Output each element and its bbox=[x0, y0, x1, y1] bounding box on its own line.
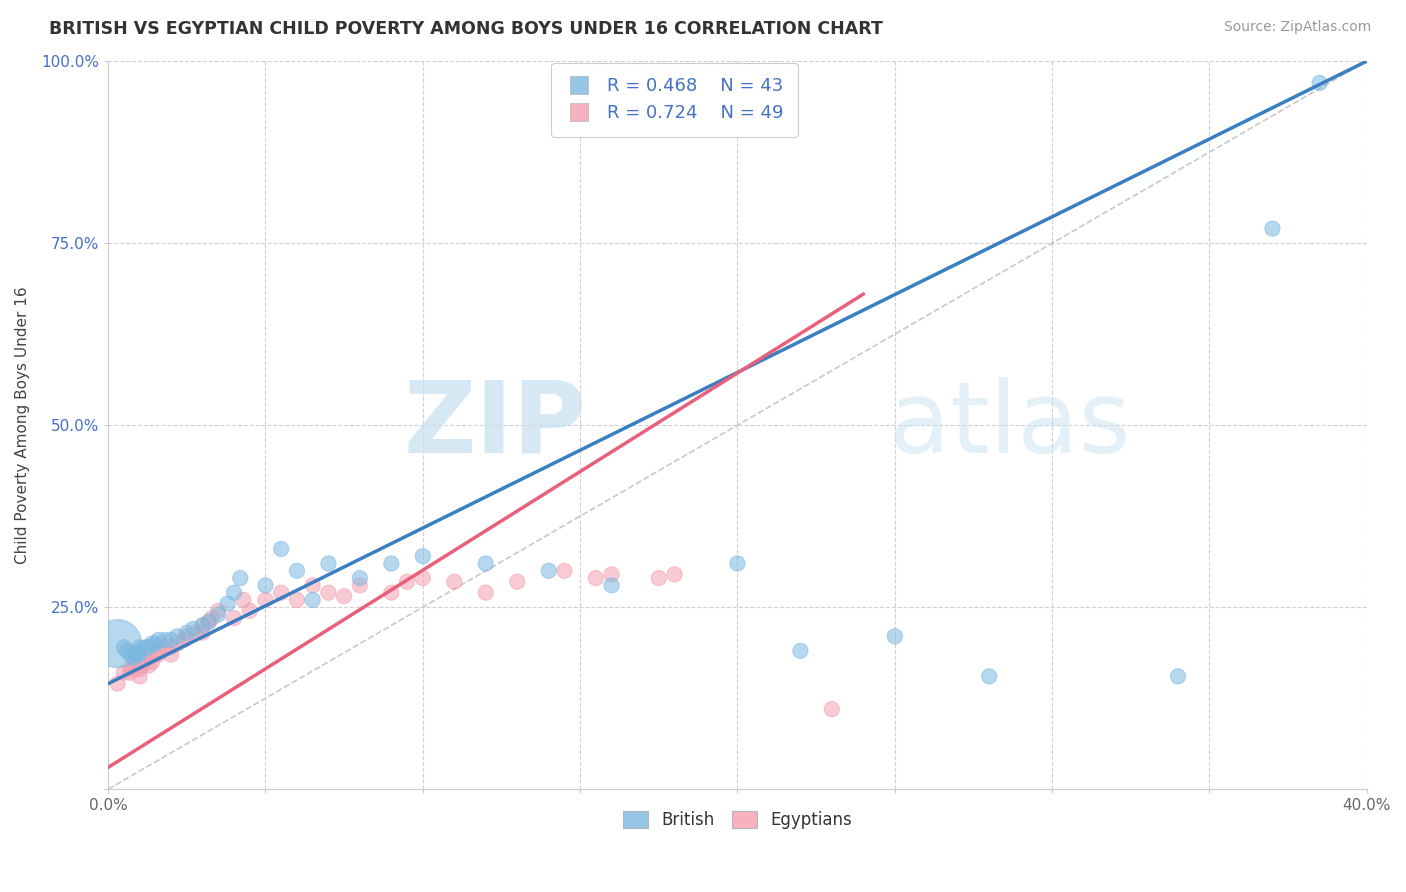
Point bbox=[138, 658, 160, 673]
Point bbox=[198, 615, 221, 629]
Legend: British, Egyptians: British, Egyptians bbox=[617, 804, 858, 836]
Point bbox=[821, 702, 844, 716]
Point bbox=[207, 607, 229, 622]
Point bbox=[285, 564, 308, 578]
Point bbox=[138, 640, 160, 655]
Point bbox=[135, 640, 157, 655]
Point bbox=[537, 564, 560, 578]
Point bbox=[207, 604, 229, 618]
Point bbox=[143, 648, 166, 662]
Text: Source: ZipAtlas.com: Source: ZipAtlas.com bbox=[1223, 20, 1371, 34]
Point bbox=[141, 637, 163, 651]
Point bbox=[135, 655, 157, 669]
Point bbox=[107, 637, 129, 651]
Point bbox=[217, 597, 239, 611]
Point bbox=[160, 632, 183, 647]
Point bbox=[128, 648, 150, 662]
Point bbox=[148, 632, 170, 647]
Point bbox=[128, 662, 150, 676]
Point bbox=[222, 611, 245, 625]
Point bbox=[160, 640, 183, 655]
Point bbox=[112, 640, 135, 655]
Point bbox=[727, 557, 749, 571]
Point bbox=[1309, 76, 1331, 90]
Y-axis label: Child Poverty Among Boys Under 16: Child Poverty Among Boys Under 16 bbox=[15, 286, 30, 564]
Point bbox=[191, 618, 214, 632]
Point bbox=[318, 585, 340, 599]
Point bbox=[380, 585, 402, 599]
Point bbox=[285, 593, 308, 607]
Point bbox=[229, 571, 252, 585]
Point bbox=[301, 578, 323, 592]
Point bbox=[789, 644, 811, 658]
Point bbox=[176, 629, 198, 643]
Point bbox=[176, 625, 198, 640]
Point bbox=[122, 651, 145, 665]
Point bbox=[474, 585, 496, 599]
Point bbox=[173, 632, 195, 647]
Point bbox=[191, 618, 214, 632]
Point bbox=[349, 571, 371, 585]
Point bbox=[222, 585, 245, 599]
Point bbox=[166, 637, 188, 651]
Point bbox=[270, 585, 292, 599]
Point bbox=[115, 644, 138, 658]
Point bbox=[107, 676, 129, 690]
Point bbox=[883, 629, 905, 643]
Text: ZIP: ZIP bbox=[404, 376, 586, 474]
Point bbox=[333, 589, 356, 603]
Point bbox=[254, 578, 277, 592]
Point bbox=[186, 625, 208, 640]
Point bbox=[380, 557, 402, 571]
Point bbox=[412, 549, 434, 564]
Point bbox=[664, 567, 686, 582]
Point bbox=[198, 615, 221, 629]
Point bbox=[141, 655, 163, 669]
Point bbox=[132, 658, 155, 673]
Point bbox=[148, 648, 170, 662]
Point bbox=[120, 648, 142, 662]
Point bbox=[166, 629, 188, 643]
Point bbox=[120, 665, 142, 680]
Point bbox=[191, 625, 214, 640]
Point bbox=[474, 557, 496, 571]
Point bbox=[120, 662, 142, 676]
Point bbox=[153, 640, 176, 655]
Point bbox=[112, 665, 135, 680]
Point bbox=[128, 669, 150, 683]
Point bbox=[506, 574, 529, 589]
Point bbox=[1167, 669, 1189, 683]
Point bbox=[318, 557, 340, 571]
Text: BRITISH VS EGYPTIAN CHILD POVERTY AMONG BOYS UNDER 16 CORRELATION CHART: BRITISH VS EGYPTIAN CHILD POVERTY AMONG … bbox=[49, 20, 883, 37]
Text: atlas: atlas bbox=[889, 376, 1130, 474]
Point bbox=[443, 574, 465, 589]
Point bbox=[301, 593, 323, 607]
Point bbox=[125, 658, 148, 673]
Point bbox=[254, 593, 277, 607]
Point bbox=[122, 662, 145, 676]
Point bbox=[239, 604, 262, 618]
Point bbox=[600, 567, 623, 582]
Point bbox=[153, 632, 176, 647]
Point bbox=[128, 640, 150, 655]
Point bbox=[412, 571, 434, 585]
Point bbox=[150, 644, 173, 658]
Point bbox=[270, 541, 292, 556]
Point bbox=[979, 669, 1001, 683]
Point bbox=[232, 593, 254, 607]
Point bbox=[349, 578, 371, 592]
Point bbox=[181, 622, 204, 636]
Point bbox=[128, 644, 150, 658]
Point bbox=[201, 611, 224, 625]
Point bbox=[585, 571, 607, 585]
Point bbox=[160, 648, 183, 662]
Point bbox=[553, 564, 575, 578]
Point bbox=[143, 637, 166, 651]
Point bbox=[648, 571, 671, 585]
Point bbox=[600, 578, 623, 592]
Point bbox=[396, 574, 419, 589]
Point bbox=[125, 648, 148, 662]
Point bbox=[1261, 221, 1284, 235]
